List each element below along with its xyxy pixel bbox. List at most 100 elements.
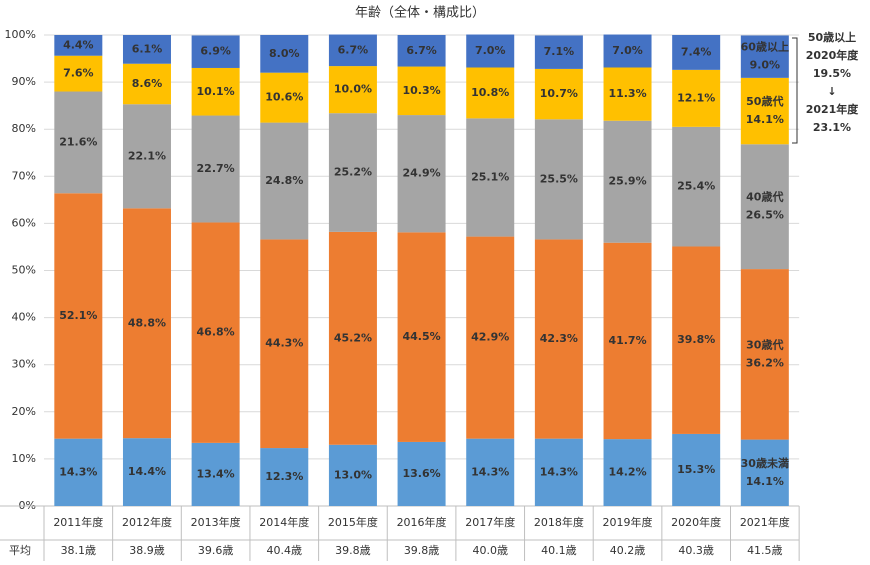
annotation: ↓	[827, 85, 836, 98]
bar-segment	[466, 118, 515, 237]
value-label: 39.8%	[677, 333, 715, 346]
bar-segment	[534, 68, 583, 120]
x-tick-label: 2016年度	[397, 515, 447, 529]
value-label: 25.2%	[334, 166, 372, 179]
x-tick-label: 2018年度	[534, 515, 584, 529]
value-label: 21.6%	[59, 135, 97, 148]
value-label: 7.6%	[63, 67, 94, 80]
value-label: 41.7%	[608, 334, 646, 347]
chart-title: 年齢（全体・構成比）	[355, 5, 485, 21]
value-label: 42.9%	[471, 331, 509, 344]
y-tick-label: 90%	[12, 75, 36, 88]
bar-segment	[54, 35, 103, 56]
y-tick-label: 50%	[12, 264, 36, 277]
value-label: 10.6%	[265, 91, 303, 104]
x-tick-label: 2013年度	[191, 515, 241, 529]
value-label: 25.4%	[677, 180, 715, 193]
value-label: 44.3%	[265, 337, 303, 350]
series-label: 30歳代	[746, 337, 783, 351]
x-tick-label: 2017年度	[465, 515, 515, 529]
value-label: 6.9%	[200, 45, 231, 58]
bar-segment	[191, 67, 240, 116]
y-tick-label: 10%	[12, 452, 36, 465]
value-label: 24.8%	[265, 174, 303, 187]
bar-segment	[603, 242, 652, 440]
bar-segment	[740, 269, 789, 440]
value-label: 42.3%	[540, 332, 578, 345]
bar-segment	[603, 34, 652, 68]
value-label: 22.1%	[128, 149, 166, 162]
value-label: 14.4%	[128, 465, 166, 478]
value-label: 10.1%	[197, 85, 235, 98]
average-value: 40.2歳	[610, 544, 646, 557]
annotation: 2020年度	[806, 48, 860, 62]
bar-segment	[260, 448, 309, 506]
bar-segment	[260, 122, 309, 240]
value-label: 14.2%	[608, 466, 646, 479]
x-tick-label: 2015年度	[328, 515, 378, 529]
average-value: 40.1歳	[541, 544, 577, 557]
bar-segment	[191, 442, 240, 506]
value-label: 48.8%	[128, 316, 166, 329]
value-label: 8.0%	[269, 47, 300, 60]
bar-segment	[260, 35, 309, 73]
bar-segment	[534, 35, 583, 69]
value-label: 15.3%	[677, 463, 715, 476]
bar-segment	[54, 55, 103, 92]
bar-segment	[466, 34, 515, 68]
x-tick-label: 2011年度	[53, 515, 103, 529]
value-label: 10.7%	[540, 87, 578, 100]
y-tick-label: 40%	[12, 311, 36, 324]
bar-segment	[672, 126, 721, 247]
value-label: 45.2%	[334, 331, 372, 344]
value-label: 22.7%	[197, 162, 235, 175]
bar-segment	[397, 35, 446, 67]
value-label: 7.0%	[612, 44, 643, 57]
value-label: 26.5%	[746, 209, 784, 222]
value-label: 46.8%	[197, 326, 235, 339]
bar-segment	[122, 63, 171, 105]
value-label: 7.0%	[475, 44, 506, 57]
value-label: 44.5%	[402, 330, 440, 343]
bar-segment	[672, 69, 721, 127]
average-value: 41.5歳	[747, 544, 783, 557]
y-tick-label: 70%	[12, 169, 36, 182]
bar-segment	[328, 231, 377, 445]
value-label: 52.1%	[59, 309, 97, 322]
value-label: 7.1%	[544, 45, 575, 58]
bar-segment	[740, 77, 789, 145]
x-tick-label: 2020年度	[671, 515, 721, 529]
value-label: 13.6%	[402, 467, 440, 480]
bar-segment	[466, 236, 515, 439]
series-label: 60歳以上	[741, 40, 789, 54]
bar-segment	[603, 120, 652, 243]
bar-segment	[534, 119, 583, 240]
bar-segment	[191, 222, 240, 443]
average-value: 39.6歳	[198, 544, 234, 557]
series-label: 30歳未満	[741, 456, 789, 470]
series-label: 50歳代	[746, 94, 783, 108]
bar-segment	[672, 433, 721, 506]
value-label: 25.1%	[471, 170, 509, 183]
value-label: 14.1%	[746, 113, 784, 126]
value-label: 14.3%	[471, 465, 509, 478]
y-tick-label: 100%	[5, 28, 36, 41]
series-label: 40歳代	[746, 190, 783, 204]
bar-segment	[466, 438, 515, 506]
bar-segment	[122, 208, 171, 439]
bar-segment	[397, 66, 446, 116]
value-label: 24.9%	[402, 167, 440, 180]
bar-segment	[740, 35, 789, 78]
bar-segment	[328, 66, 377, 114]
value-label: 14.3%	[59, 465, 97, 478]
value-label: 6.1%	[132, 42, 163, 55]
bar-segment	[260, 239, 309, 449]
bar-segment	[397, 441, 446, 506]
bar-segment	[397, 115, 446, 233]
y-tick-label: 30%	[12, 358, 36, 371]
bar-segment	[328, 444, 377, 506]
bar-segment	[672, 35, 721, 70]
bar-segment	[397, 232, 446, 442]
bar-segment	[122, 35, 171, 64]
